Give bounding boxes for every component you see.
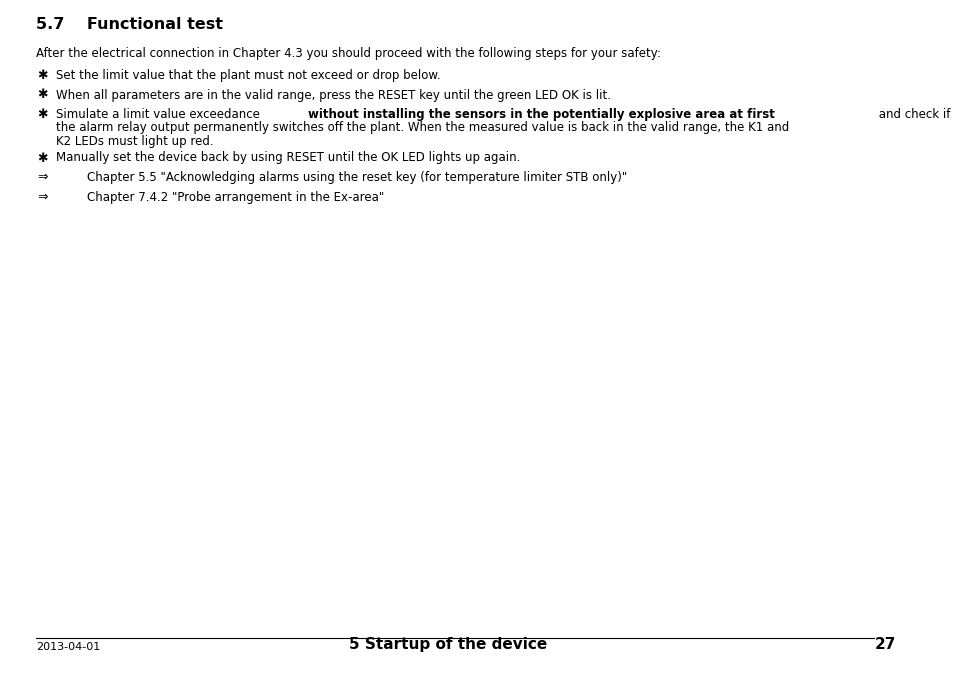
Text: ⇒: ⇒ bbox=[37, 171, 48, 184]
Text: and check if: and check if bbox=[874, 108, 949, 121]
Text: After the electrical connection in Chapter 4.3 you should proceed with the follo: After the electrical connection in Chapt… bbox=[35, 47, 659, 60]
Text: ✱: ✱ bbox=[37, 89, 48, 102]
Text: ✱: ✱ bbox=[37, 69, 48, 82]
Text: ✱: ✱ bbox=[37, 108, 48, 121]
Text: When all parameters are in the valid range, press the RESET key until the green : When all parameters are in the valid ran… bbox=[56, 89, 611, 102]
Text: 2013-04-01: 2013-04-01 bbox=[35, 642, 100, 652]
Text: 5.7    Functional test: 5.7 Functional test bbox=[35, 17, 222, 32]
Text: K2 LEDs must light up red.: K2 LEDs must light up red. bbox=[56, 135, 213, 148]
Text: Simulate a limit value exceedance: Simulate a limit value exceedance bbox=[56, 108, 264, 121]
Text: Manually set the device back by using RESET until the OK LED lights up again.: Manually set the device back by using RE… bbox=[56, 152, 520, 165]
Text: 27: 27 bbox=[874, 637, 895, 652]
Text: 5 Startup of the device: 5 Startup of the device bbox=[349, 637, 547, 652]
Text: the alarm relay output permanently switches off the plant. When the measured val: the alarm relay output permanently switc… bbox=[56, 121, 789, 135]
Text: Chapter 7.4.2 "Probe arrangement in the Ex-area": Chapter 7.4.2 "Probe arrangement in the … bbox=[88, 191, 384, 204]
Text: Set the limit value that the plant must not exceed or drop below.: Set the limit value that the plant must … bbox=[56, 69, 440, 82]
Text: Chapter 5.5 "Acknowledging alarms using the reset key (for temperature limiter S: Chapter 5.5 "Acknowledging alarms using … bbox=[88, 171, 627, 184]
Text: ⇒: ⇒ bbox=[37, 191, 48, 204]
Text: without installing the sensors in the potentially explosive area at first: without installing the sensors in the po… bbox=[308, 108, 775, 121]
Text: ✱: ✱ bbox=[37, 152, 48, 165]
